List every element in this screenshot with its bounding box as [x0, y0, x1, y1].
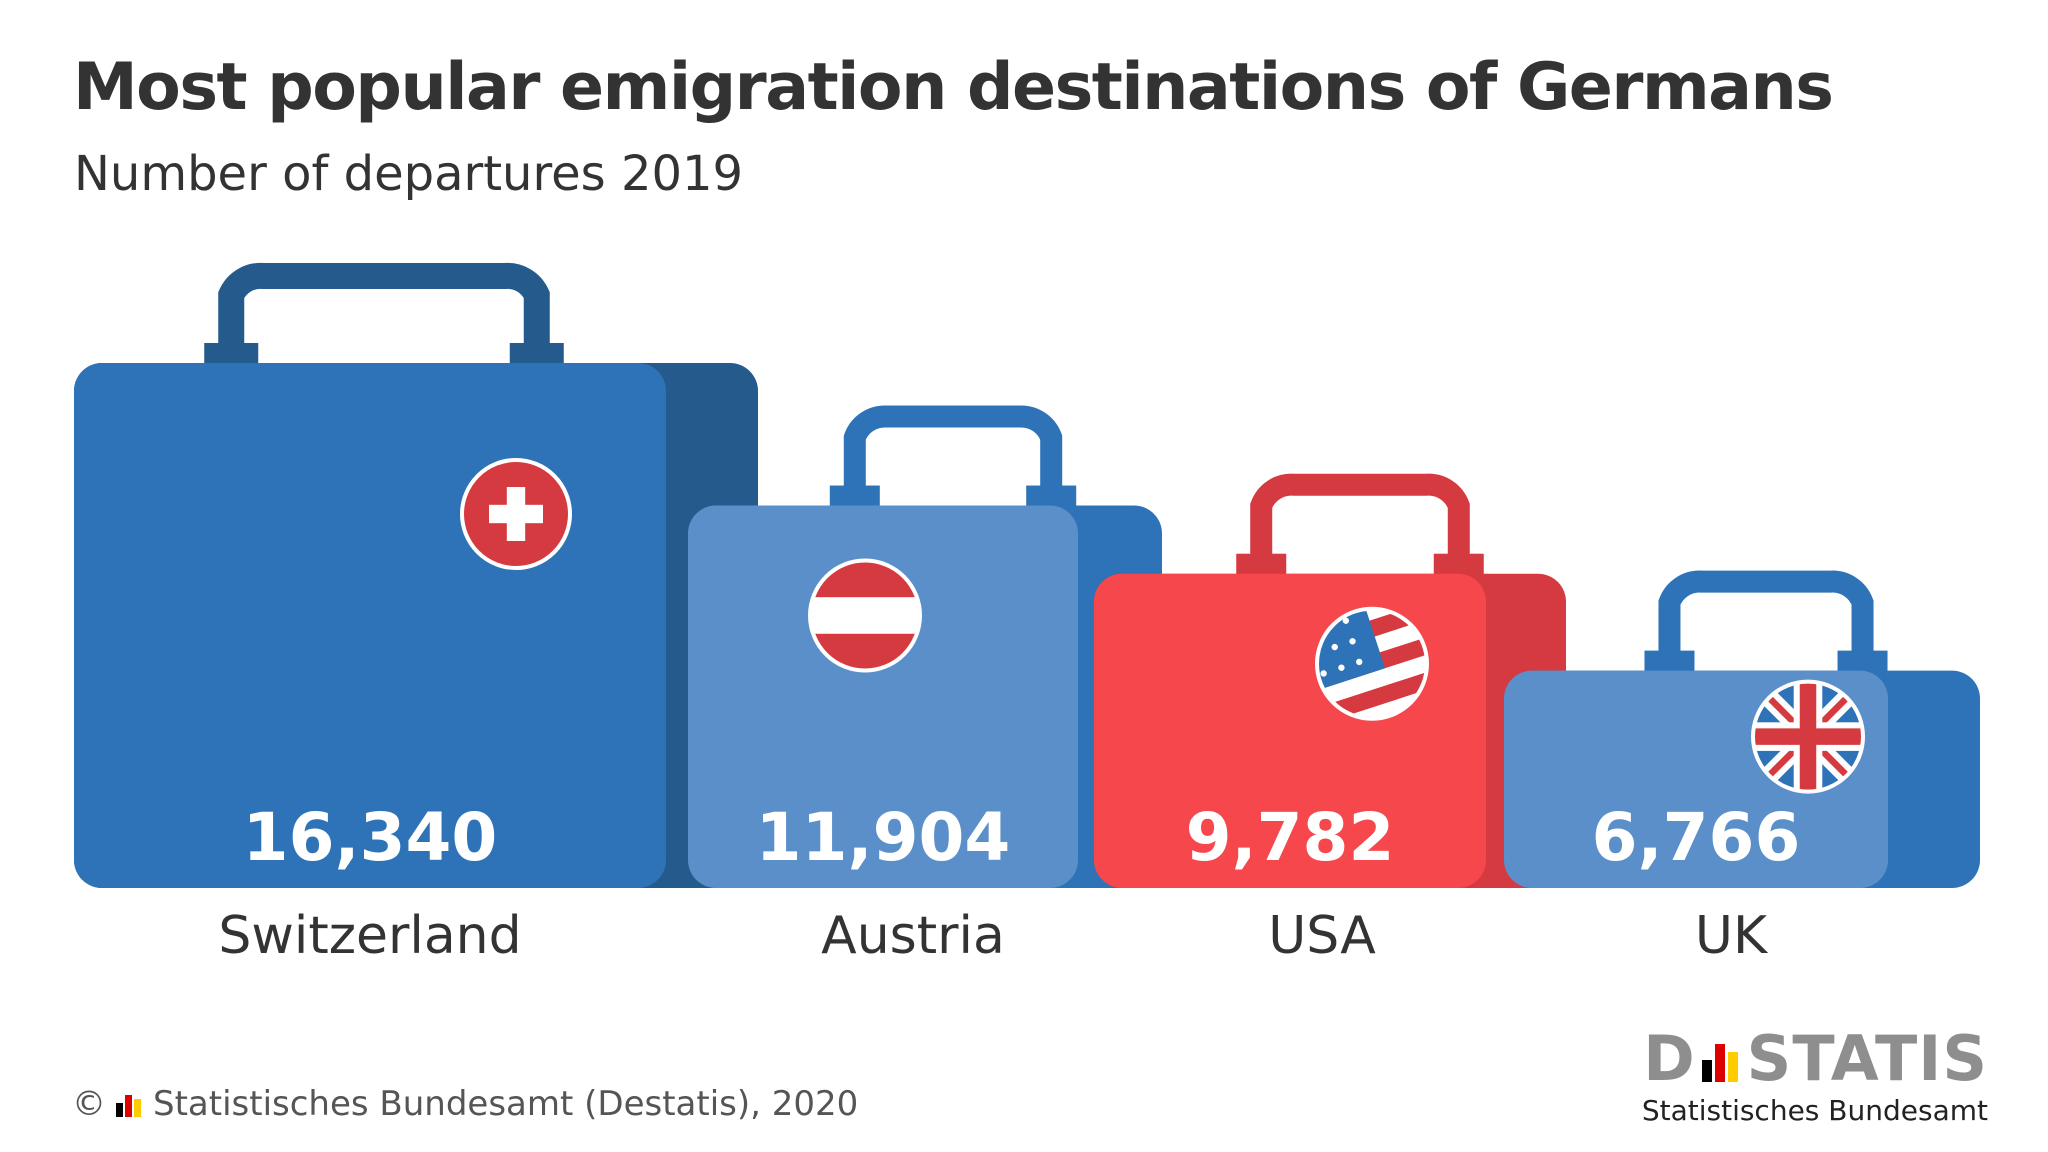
value-label: 16,340 [243, 799, 498, 876]
suitcase-handle [1658, 570, 1874, 661]
handle-foot [1644, 650, 1695, 673]
suitcase-bar-austria: 11,904 [688, 405, 1162, 888]
copyright-symbol: © [72, 1084, 106, 1124]
handle-foot [1236, 553, 1287, 576]
value-label: 6,766 [1592, 799, 1801, 876]
german-flag-icon [116, 1091, 143, 1117]
destatis-logo: D STATIS Statistisches Bundesamt [1641, 1028, 1988, 1128]
austrian-flag-icon [810, 560, 920, 671]
handle-foot [829, 485, 880, 508]
suitcase-bar-uk: 6,766 [1504, 570, 1980, 888]
source-text: Statistisches Bundesamt (Destatis), 2020 [153, 1084, 859, 1124]
suitcase-front-panel [688, 505, 1078, 888]
suitcase-handle [843, 405, 1063, 496]
suitcase-handle [218, 262, 550, 353]
chart-title: Most popular emigration destinations of … [73, 50, 1834, 125]
category-label: Austria [821, 906, 1005, 966]
source-note: © Statistisches Bundesamt (Destatis), 20… [72, 1084, 858, 1124]
category-label: UK [1695, 906, 1769, 966]
handle-foot [204, 343, 259, 365]
swiss-flag-icon [462, 460, 570, 568]
category-label: USA [1268, 906, 1376, 966]
suitcase-handle [1250, 473, 1470, 564]
logo-word-start: D [1643, 1022, 1696, 1095]
handle-foot [1433, 553, 1484, 576]
handle-foot [1026, 485, 1077, 508]
uk-flag-icon [1753, 681, 1863, 792]
value-label: 11,904 [756, 799, 1011, 876]
handle-foot [509, 343, 564, 365]
logo-flag-icon [1701, 1036, 1741, 1082]
suitcase-bar-switzerland: 16,340 [74, 262, 758, 888]
chart-subtitle: Number of departures 2019 [74, 146, 744, 202]
value-label: 9,782 [1186, 799, 1395, 876]
logo-word-end: STATIS [1746, 1022, 1988, 1095]
logo-subtitle: Statistisches Bundesamt [1641, 1094, 1988, 1127]
handle-foot [1837, 650, 1888, 673]
logo-wordmark: D STATIS [1642, 1028, 1988, 1090]
suitcase-bar-usa: 9,782 [1094, 473, 1566, 888]
category-label: Switzerland [218, 906, 521, 966]
